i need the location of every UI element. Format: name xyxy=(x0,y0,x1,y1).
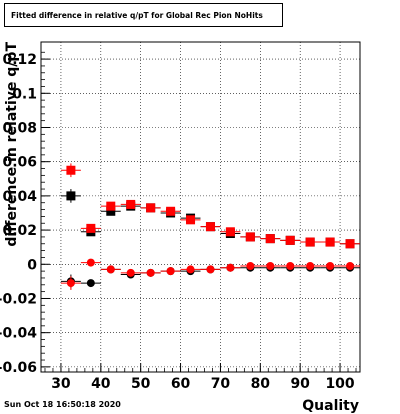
axis-ticks xyxy=(41,51,357,372)
square-marker xyxy=(305,237,315,247)
square-marker xyxy=(325,237,335,247)
data-point xyxy=(120,268,141,277)
y-tick-labels: -0.06 -0.04 -0.02 0 0.02 0.04 0.06 0.08 0.1 0.12 xyxy=(0,52,37,376)
y-tick-label: -0.04 xyxy=(0,326,37,342)
data-point xyxy=(320,261,341,270)
y-tick-label: 0.06 xyxy=(2,155,37,171)
circle-marker xyxy=(66,279,75,288)
square-marker xyxy=(225,227,235,237)
square-marker xyxy=(166,206,176,216)
chart-title: Fitted difference in relative q/pT for G… xyxy=(4,3,283,27)
data-point xyxy=(60,189,81,203)
circle-marker xyxy=(266,261,275,270)
y-tick-label: -0.06 xyxy=(0,360,37,376)
square-marker xyxy=(205,222,215,232)
square-marker xyxy=(265,234,275,244)
x-tick-label: 50 xyxy=(131,376,151,392)
data-point xyxy=(80,258,101,267)
circle-marker xyxy=(346,261,355,270)
data-point xyxy=(180,215,201,225)
x-tick-label: 60 xyxy=(171,376,191,392)
circle-marker xyxy=(206,265,215,274)
y-tick-label: 0.12 xyxy=(2,52,37,68)
square-marker xyxy=(106,201,116,211)
data-point xyxy=(260,261,281,270)
square-marker xyxy=(126,199,136,209)
square-marker xyxy=(66,165,76,175)
data-point xyxy=(240,261,261,270)
data-point xyxy=(100,265,121,274)
circle-marker xyxy=(86,279,95,288)
square-marker xyxy=(285,235,295,245)
data-point xyxy=(80,223,101,233)
circle-marker xyxy=(226,263,235,272)
circle-marker xyxy=(86,258,95,267)
grid xyxy=(41,42,360,372)
data-point xyxy=(160,267,181,276)
circle-marker xyxy=(146,268,155,277)
data-point xyxy=(200,222,221,232)
data-point xyxy=(240,232,261,242)
data-point xyxy=(220,227,241,237)
x-tick-label: 90 xyxy=(290,376,310,392)
square-marker xyxy=(245,232,255,242)
y-axis-label: difference in relative q/pT xyxy=(4,42,20,247)
square-marker xyxy=(186,215,196,225)
x-tick-label: 80 xyxy=(251,376,271,392)
timestamp: Sun Oct 18 16:50:18 2020 xyxy=(4,400,121,409)
data-point xyxy=(100,201,121,211)
series-1 xyxy=(60,189,360,249)
circle-marker xyxy=(106,265,115,274)
circle-marker xyxy=(246,261,255,270)
series xyxy=(60,163,360,290)
data-point xyxy=(60,276,81,290)
series-3 xyxy=(60,163,360,249)
y-tick-label: 0 xyxy=(27,257,37,273)
plot-frame xyxy=(40,41,361,373)
x-tick-label: 30 xyxy=(51,376,71,392)
circle-marker xyxy=(286,261,295,270)
series-4 xyxy=(60,258,360,290)
data-point xyxy=(200,265,221,274)
square-marker xyxy=(146,203,156,213)
y-tick-label: 0.08 xyxy=(2,120,37,136)
data-point xyxy=(140,268,161,277)
data-point xyxy=(280,235,301,245)
x-tick-labels: 30 40 50 60 70 80 90 100 xyxy=(51,376,355,392)
y-tick-label: 0.04 xyxy=(2,189,37,205)
y-tick-label: 0.02 xyxy=(2,223,37,239)
x-axis-label: Quality xyxy=(302,398,359,414)
square-marker xyxy=(86,223,96,233)
y-tick-label: 0.1 xyxy=(12,86,37,102)
x-tick-label: 40 xyxy=(91,376,111,392)
circle-marker xyxy=(126,268,135,277)
data-point xyxy=(180,265,201,274)
data-point xyxy=(340,261,360,270)
data-point xyxy=(280,261,301,270)
circle-marker xyxy=(186,265,195,274)
circle-marker xyxy=(166,267,175,276)
data-point xyxy=(60,163,81,178)
square-marker xyxy=(106,206,116,216)
x-tick-label: 70 xyxy=(211,376,231,392)
x-tick-label: 100 xyxy=(325,376,354,392)
circle-marker xyxy=(306,261,315,270)
data-point xyxy=(140,203,161,213)
square-marker xyxy=(66,191,76,201)
data-point xyxy=(300,237,321,247)
data-point xyxy=(160,206,181,216)
y-tick-label: -0.02 xyxy=(0,291,37,307)
data-point xyxy=(80,279,101,288)
data-point xyxy=(260,234,281,244)
data-point xyxy=(220,263,241,272)
circle-marker xyxy=(326,261,335,270)
data-point xyxy=(120,199,141,209)
square-marker xyxy=(345,239,355,249)
data-point xyxy=(320,237,341,247)
data-point xyxy=(340,239,360,249)
data-point xyxy=(300,261,321,270)
